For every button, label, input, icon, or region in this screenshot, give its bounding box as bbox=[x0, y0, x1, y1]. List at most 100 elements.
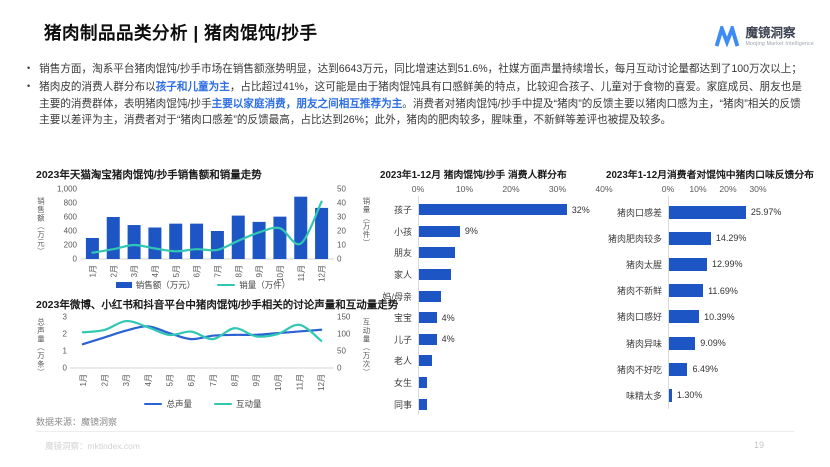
value-label: 14.29% bbox=[715, 233, 747, 244]
svg-text:7月: 7月 bbox=[213, 265, 222, 277]
bar-row: 猪肉异味 9.09% bbox=[606, 330, 830, 356]
svg-text:20: 20 bbox=[337, 227, 346, 236]
left-axis-title: 销售额（万元） bbox=[36, 197, 46, 256]
bullet-text: 猪肉皮的消费人群分布以孩子和儿童为主，占比超过41%，这可能是由于猪肉馄饨具有口… bbox=[39, 81, 802, 127]
category-label: 猪肉不好吃 bbox=[616, 364, 662, 375]
chart-title: 2023年微博、小红书和抖音平台中猪肉馄饨/抄手相关的讨论声量和互动量走势 bbox=[36, 299, 399, 311]
bar bbox=[418, 204, 567, 216]
category-label: 朋友 bbox=[393, 248, 412, 259]
bar-row: 宝宝 4% bbox=[380, 307, 608, 329]
consumer-group-plot: 0% 10% 20% 30% 40% 孩子 32% 小孩 9% 朋友 家人 妈/母亲 宝宝 4% 儿子 4% 老… bbox=[380, 184, 613, 415]
value-label: 9% bbox=[464, 226, 478, 237]
brand-subtitle: Moojing Market Intelligence bbox=[745, 40, 814, 47]
svg-text:400: 400 bbox=[64, 227, 78, 236]
category-label: 猪肉不新鲜 bbox=[616, 286, 662, 297]
bar bbox=[418, 355, 432, 367]
svg-text:9月: 9月 bbox=[255, 265, 264, 277]
svg-text:1,000: 1,000 bbox=[57, 185, 78, 194]
svg-text:11月: 11月 bbox=[296, 374, 305, 390]
bar bbox=[668, 231, 711, 245]
bullet-marker: • bbox=[27, 63, 31, 73]
bar-row: 猪肉肥肉较多 14.29% bbox=[606, 225, 830, 251]
svg-text:5月: 5月 bbox=[172, 265, 181, 277]
svg-text:10月: 10月 bbox=[276, 265, 285, 282]
svg-text:1月: 1月 bbox=[79, 374, 88, 386]
hbar-axis: 0% 10% 20% 30% bbox=[661, 184, 767, 194]
bar-row: 猪肉口感好 10.39% bbox=[606, 304, 830, 330]
svg-text:10月: 10月 bbox=[274, 374, 283, 391]
value-label: 9.09% bbox=[700, 338, 726, 349]
svg-text:1: 1 bbox=[63, 347, 68, 356]
svg-text:8月: 8月 bbox=[234, 265, 243, 277]
category-label: 宝宝 bbox=[393, 313, 412, 324]
right-axis-title: 销量（万件） bbox=[362, 197, 371, 248]
bar-row: 味精太多 1.30% bbox=[606, 382, 830, 408]
brand-name: 魔镜洞察 bbox=[745, 26, 796, 41]
svg-text:4月: 4月 bbox=[144, 374, 153, 386]
svg-text:600: 600 bbox=[64, 213, 78, 222]
category-label: 猪肉口感差 bbox=[616, 207, 662, 218]
svg-text:11月: 11月 bbox=[297, 265, 306, 281]
social-volume-chart: 2023年微博、小红书和抖音平台中猪肉馄饨/抄手相关的讨论声量和互动量走势 总声… bbox=[36, 297, 399, 410]
bar bbox=[668, 336, 696, 350]
bar-row: 同事 bbox=[380, 393, 608, 415]
category-label: 味精太多 bbox=[625, 390, 662, 401]
value-label: 6.49% bbox=[692, 364, 718, 375]
legend-line-swatch bbox=[217, 283, 236, 287]
category-label: 猪肉肥肉较多 bbox=[607, 233, 662, 244]
category-label: 儿子 bbox=[393, 334, 412, 345]
svg-text:5月: 5月 bbox=[166, 374, 175, 386]
svg-text:50: 50 bbox=[337, 185, 346, 194]
hbar-axis: 0% 10% 20% 30% 40% bbox=[411, 184, 613, 194]
bar-row: 猪肉口感差 25.97% bbox=[606, 199, 830, 225]
axis-line bbox=[418, 196, 419, 415]
legend-bar-swatch bbox=[115, 282, 132, 288]
value-label: 12.99% bbox=[711, 259, 743, 270]
svg-text:100: 100 bbox=[337, 330, 351, 339]
bar bbox=[418, 290, 442, 302]
bullet-text: 销售方面，淘系平台猪肉馄饨/抄手市场在销售额涨势明显，达到6643万元，同比增速… bbox=[39, 63, 802, 75]
bar-row: 老人 bbox=[380, 350, 608, 372]
value-label: 1.30% bbox=[676, 390, 703, 401]
category-label: 家人 bbox=[393, 270, 412, 281]
value-label: 10.39% bbox=[704, 311, 735, 322]
category-label: 猪肉异味 bbox=[625, 338, 662, 349]
bar bbox=[418, 333, 437, 345]
svg-text:1月: 1月 bbox=[88, 265, 97, 277]
chart-legend: 总声量 互动量 bbox=[36, 398, 370, 410]
svg-text:50: 50 bbox=[337, 347, 346, 356]
svg-text:12月: 12月 bbox=[318, 265, 327, 282]
bar bbox=[668, 362, 688, 376]
bar-row: 猪肉太腥 12.99% bbox=[606, 251, 830, 277]
axis-line bbox=[668, 196, 669, 409]
sales-trend-chart: 2023年天猫淘宝猪肉馄饨/抄手销售额和销量走势 销售额（万元） 销量（万件） … bbox=[36, 167, 371, 291]
svg-text:3月: 3月 bbox=[122, 374, 131, 386]
right-axis-title: 互动量（万次） bbox=[362, 318, 371, 377]
bar bbox=[668, 257, 707, 271]
bar bbox=[668, 284, 704, 298]
footer-divider bbox=[36, 431, 794, 432]
bar-row: 儿子 4% bbox=[380, 329, 608, 351]
bar bbox=[418, 225, 460, 237]
chart-title: 2023年天猫淘宝猪肉馄饨/抄手销售额和销量走势 bbox=[36, 169, 262, 181]
bar bbox=[668, 205, 746, 219]
svg-text:150: 150 bbox=[337, 313, 351, 322]
bar bbox=[418, 377, 428, 389]
svg-text:0: 0 bbox=[63, 364, 68, 373]
legend-item: 互动量 bbox=[214, 398, 262, 410]
left-charts-column: 2023年天猫淘宝猪肉馄饨/抄手销售额和销量走势 销售额（万元） 销量（万件） … bbox=[36, 167, 399, 428]
svg-text:30: 30 bbox=[337, 213, 346, 222]
category-label: 猪肉太腥 bbox=[625, 259, 662, 270]
svg-text:12月: 12月 bbox=[317, 374, 326, 391]
svg-text:3: 3 bbox=[63, 313, 68, 322]
bar-row: 猪肉不好吃 6.49% bbox=[606, 356, 830, 382]
legend-line-swatch bbox=[214, 402, 232, 406]
svg-text:4月: 4月 bbox=[151, 265, 160, 277]
svg-text:10: 10 bbox=[337, 241, 346, 250]
svg-text:200: 200 bbox=[64, 241, 78, 250]
page-title: 猪肉制品品类分析 | 猪肉馄饨/抄手 bbox=[44, 23, 318, 43]
svg-text:8月: 8月 bbox=[231, 374, 240, 386]
svg-text:2月: 2月 bbox=[109, 265, 118, 277]
category-label: 小孩 bbox=[393, 226, 412, 237]
bar bbox=[418, 247, 456, 259]
